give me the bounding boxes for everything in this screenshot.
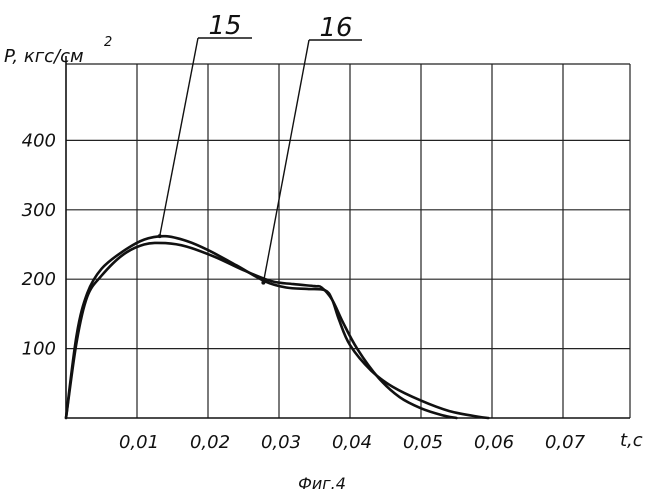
callout-anchor-16 [261, 281, 265, 285]
series-group [66, 236, 488, 418]
x-tick-label: 0,07 [545, 432, 586, 453]
series-line-16 [66, 243, 457, 418]
callout-label-15: 15 [208, 11, 241, 41]
x-tick-label: 0,05 [403, 432, 443, 453]
callout-label-16: 16 [319, 13, 352, 43]
x-tick-label: 0,06 [474, 432, 514, 453]
grid [66, 64, 630, 418]
series-line-15 [66, 236, 488, 418]
y-axis-title-superscript: 2 [104, 35, 112, 50]
x-tick-label: 0,02 [190, 432, 230, 453]
x-tick-label: 0,04 [332, 432, 372, 453]
callout-leader-15 [160, 38, 198, 236]
x-tick-label: 0,03 [261, 432, 301, 453]
y-tick-label: 300 [22, 200, 56, 221]
y-tick-label: 200 [22, 269, 56, 290]
callout-group: 1516 [158, 11, 362, 285]
callout-anchor-15 [158, 234, 162, 238]
x-axis-title: t,c [620, 430, 643, 451]
y-tick-label: 400 [22, 130, 56, 151]
callout-leader-16 [263, 40, 309, 283]
tick-labels: 0,01 0,02 0,03 0,04 0,05 0,06 0,07 100 200 300 400 [22, 130, 586, 453]
figure-caption: Фиг.4 [298, 474, 346, 493]
y-axis-title: P, кгс/см [4, 46, 84, 67]
y-tick-label: 100 [22, 339, 56, 360]
x-tick-label: 0,01 [119, 432, 159, 453]
